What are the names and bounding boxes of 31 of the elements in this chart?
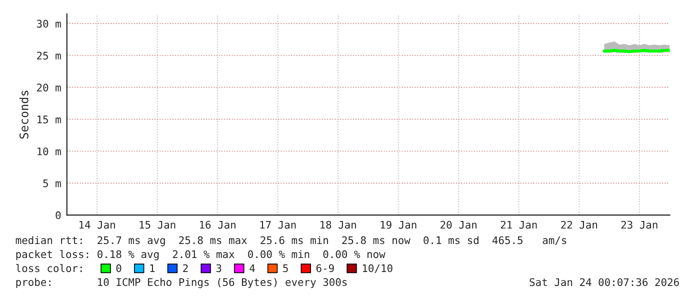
legend-label: 0 — [116, 264, 122, 272]
x-tick-label: 23 Jan — [621, 220, 658, 229]
x-tick-label: 16 Jan — [200, 220, 236, 229]
x-tick-label: 14 Jan — [79, 220, 115, 229]
legend-label: 6-9 — [316, 264, 334, 272]
x-tick-label: 21 Jan — [500, 220, 537, 229]
text: probe: 10 ICMP Echo Pings (56 Bytes) every 300s — [16, 278, 347, 288]
y-tick-label: 10 m — [38, 147, 61, 156]
y-tick-label: 15 m — [38, 116, 61, 124]
x-tick-label: 22 Jan — [561, 220, 598, 229]
x-tick-label: 18 Jan — [320, 220, 356, 229]
x-tick-label: 15 Jan — [140, 220, 176, 229]
text: packet loss: 0.18 % avg 2.01 % max 0.00 % min 0.00 % now — [16, 250, 386, 260]
legend-label: 2 — [183, 264, 188, 272]
x-tick-label: 19 Jan — [380, 220, 416, 229]
legend-label: 3 — [216, 264, 222, 272]
y-tick-label: 0 — [56, 211, 61, 220]
legend-label: 1 — [150, 264, 155, 272]
y-axis-title: Seconds — [19, 90, 28, 139]
y-tick-label: 30 m — [36, 20, 61, 28]
y-tick-label: 20 m — [37, 84, 61, 92]
y-tick-label: 5 m — [43, 180, 61, 188]
text: Sat Jan 24 00:07:36 2026 — [530, 278, 679, 286]
legend-label: 10/10 — [362, 264, 392, 273]
legend-label: 5 — [283, 264, 288, 272]
x-tick-label: 20 Jan — [440, 220, 476, 229]
text: median rtt: 25.7 ms avg 25.8 ms max 25.6 ms min 25.8 ms now 0.1 ms sd 465.5 am/s — [16, 236, 566, 246]
legend-title: loss color: — [16, 264, 82, 272]
legend-label: 4 — [250, 264, 255, 272]
y-tick-label: 25 m — [37, 52, 61, 60]
x-tick-label: 17 Jan — [260, 220, 296, 229]
